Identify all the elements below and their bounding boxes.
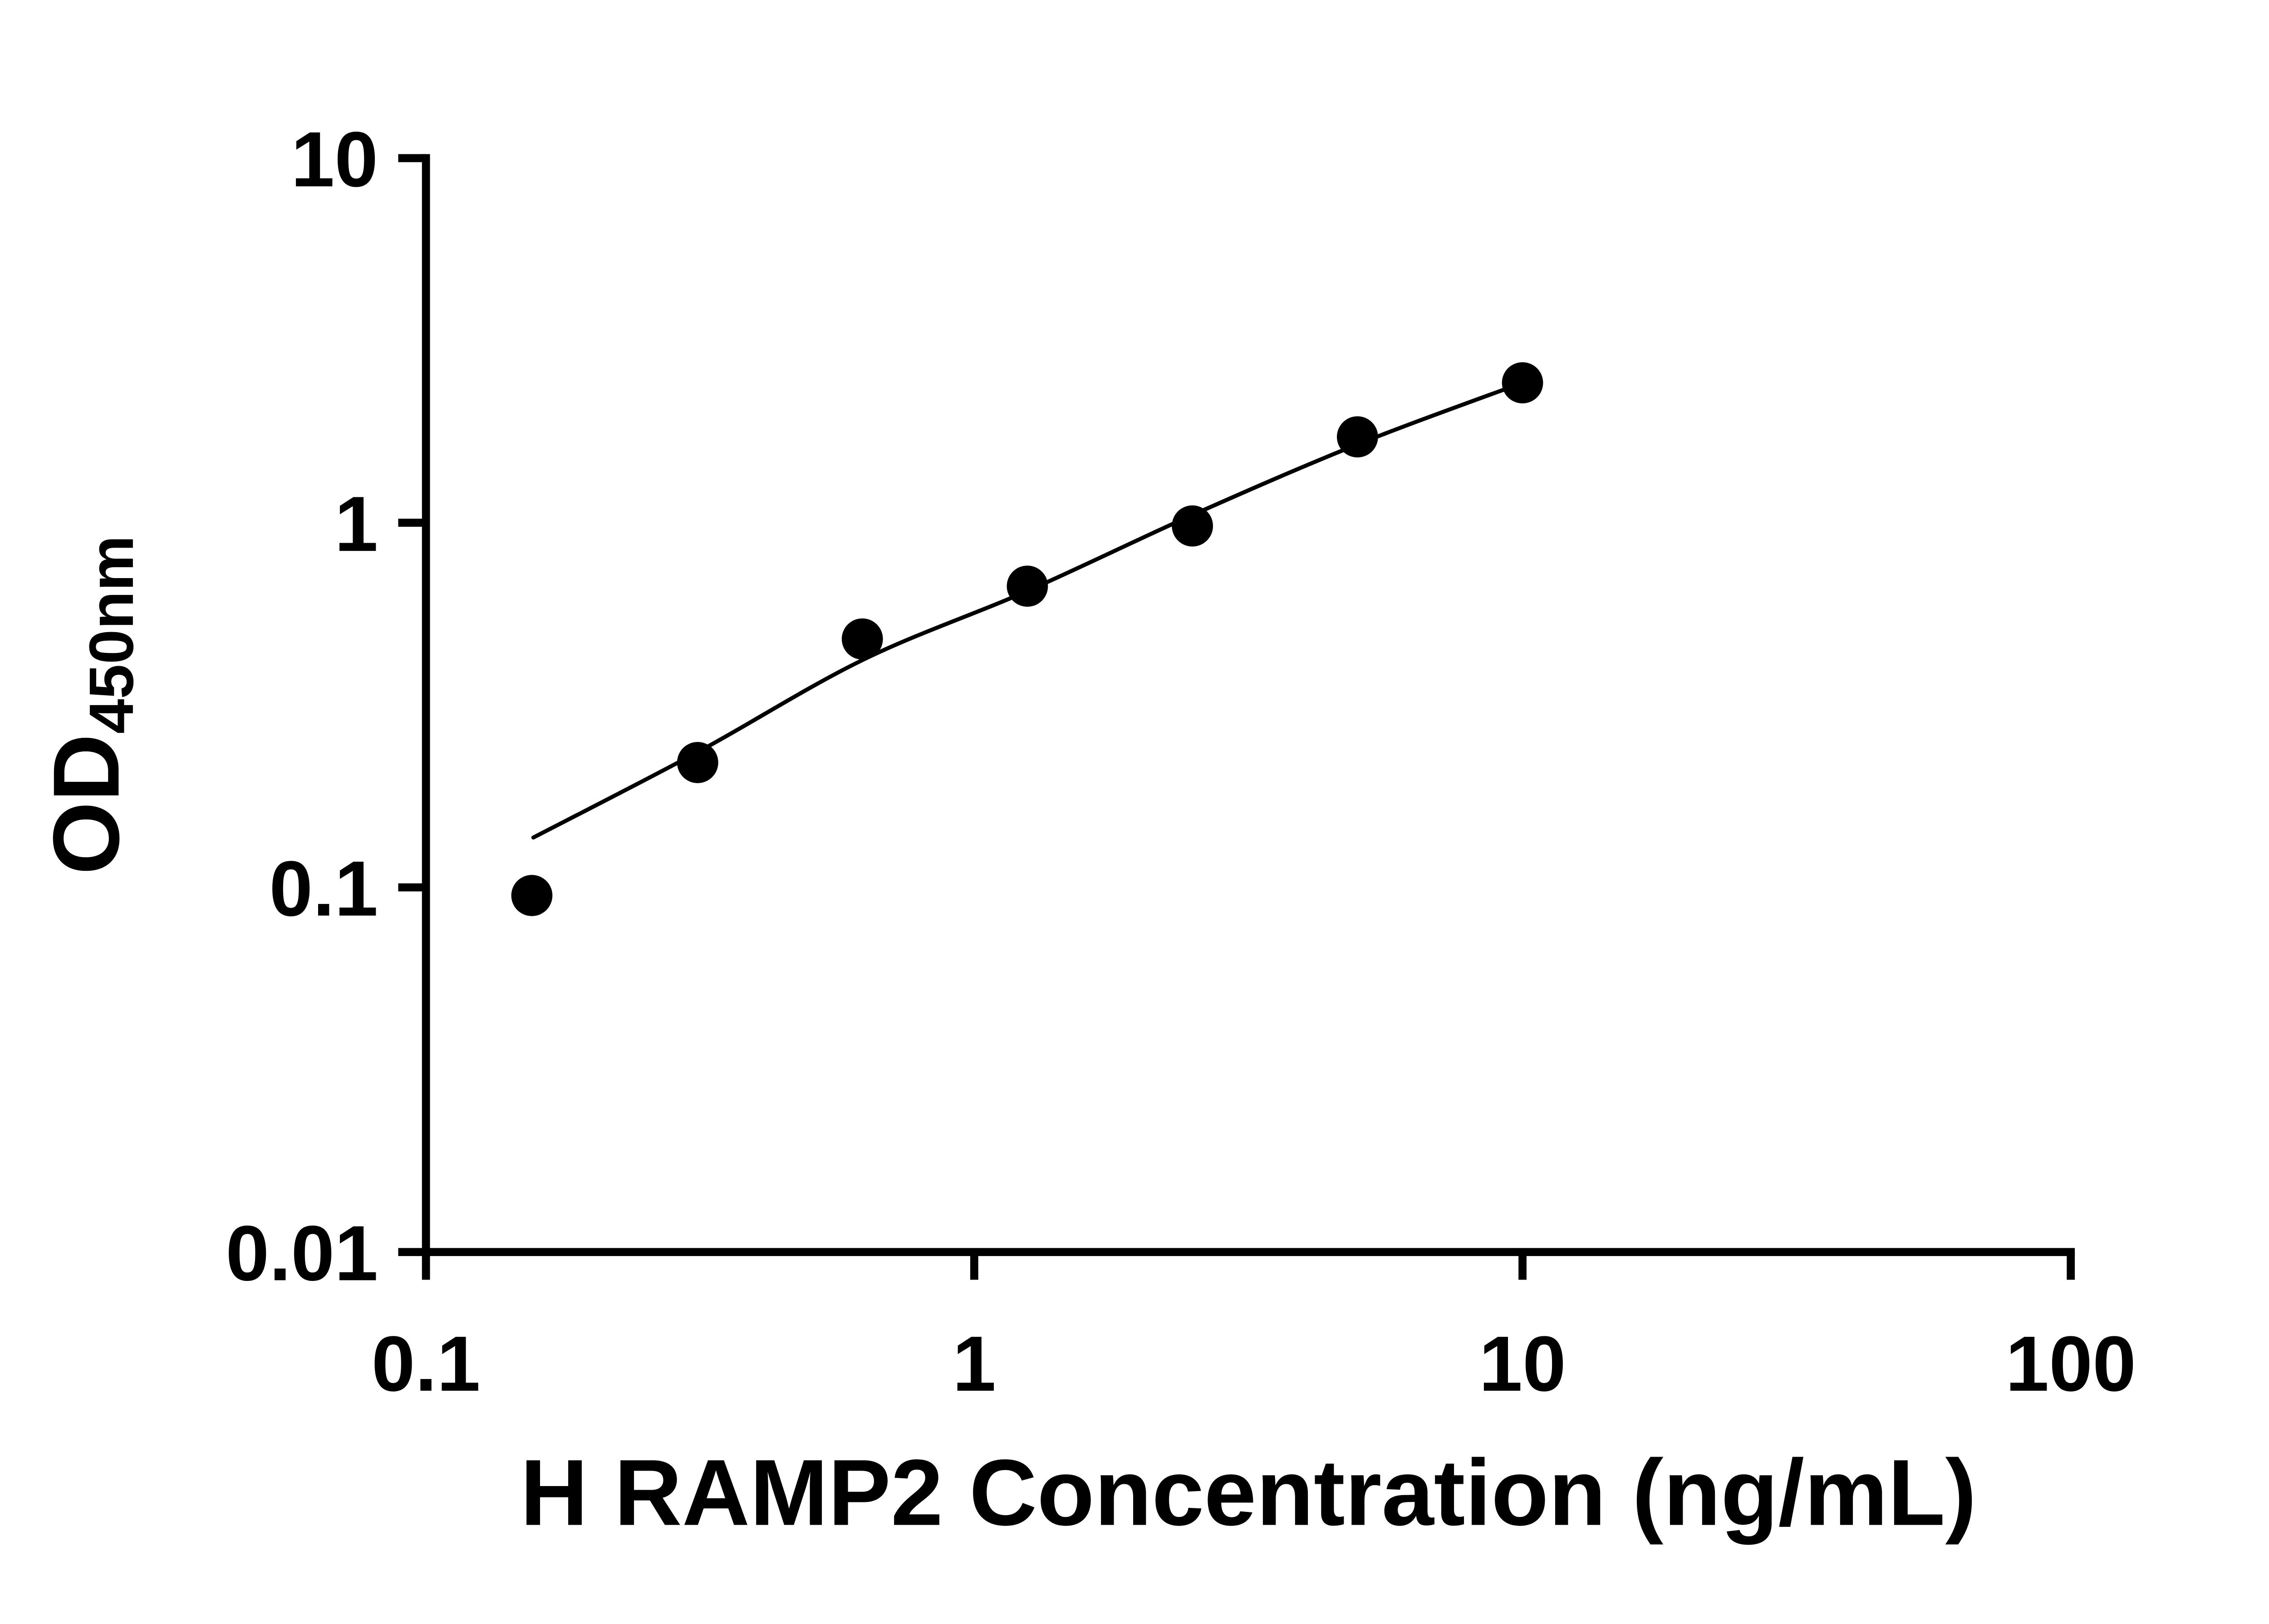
y-tick-label: 10 [291,116,378,203]
x-axis-title: H RAMP2 Concentration (ng/mL) [520,1440,1976,1545]
x-tick-label: 1 [953,1320,996,1408]
x-tick-label: 0.1 [372,1320,481,1408]
y-tick-label: 1 [334,480,378,568]
y-axis: 0.01 0.1 1 10 [226,116,426,1297]
data-point [1502,362,1543,403]
x-axis: 0.1 1 10 100 [372,1252,2136,1408]
data-point [1007,565,1048,607]
x-tick-label: 100 [2005,1320,2136,1408]
data-point [511,875,553,916]
data-points [511,362,1543,916]
y-tick-label: 0.01 [226,1209,378,1297]
data-point [1172,505,1213,547]
data-point [677,742,718,783]
data-point [1336,416,1378,458]
axis-spines [422,154,2075,1256]
y-axis-title: OD450nm [34,535,147,875]
x-tick-label: 10 [1479,1320,1566,1408]
y-tick-label: 0.1 [269,845,378,932]
data-point [841,618,883,660]
